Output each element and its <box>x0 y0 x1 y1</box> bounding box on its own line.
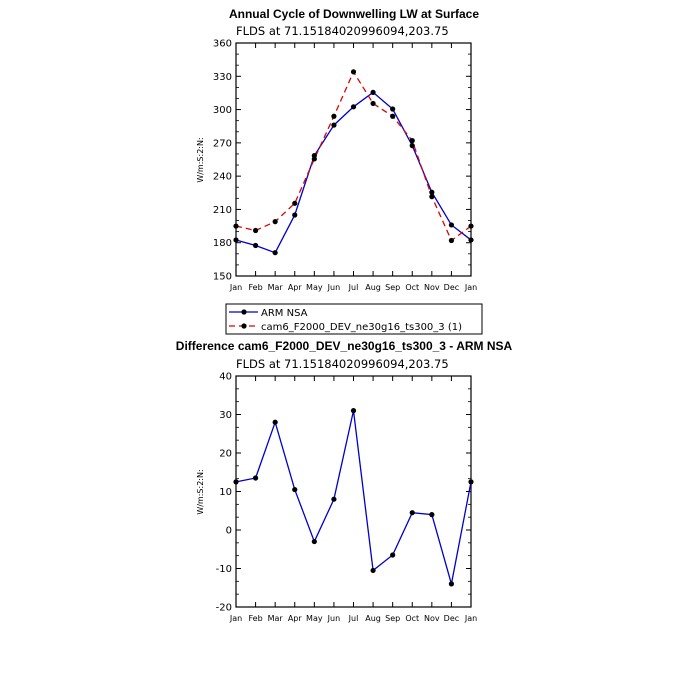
bottom-series-0-point <box>272 419 278 425</box>
legend: ARM NSA cam6_F2000_DEV_ne30g16_ts300_3 (… <box>225 303 483 335</box>
top-plot-frame <box>235 42 472 277</box>
bottom-series-0-point <box>468 479 474 485</box>
top-chart-subtitle: FLDS at 71.15184020996094,203.75 <box>236 24 449 38</box>
top-x-tick-label: Nov <box>424 283 440 292</box>
bottom-y-tick-label: 10 <box>219 487 232 498</box>
bottom-x-tick-label: Sep <box>385 614 400 623</box>
top-x-tick-label: Sep <box>385 283 400 292</box>
top-series-0-point <box>233 237 239 243</box>
top-series-0-point <box>448 222 455 228</box>
top-y-axis-label: W/m:S:2:N: <box>196 137 205 182</box>
top-series-0-point <box>272 250 278 256</box>
top-series-1-point <box>233 223 239 229</box>
top-y-tick-label: 210 <box>213 205 232 216</box>
top-series-0-point <box>370 89 376 95</box>
top-series-1-point <box>370 100 376 107</box>
top-x-tick-label: May <box>306 283 323 292</box>
top-x-tick-label: Apr <box>288 283 303 292</box>
top-series-1-point <box>468 223 474 229</box>
bottom-y-tick-label: 0 <box>226 526 232 537</box>
top-series-0-point <box>252 242 259 249</box>
top-x-tick-label: Mar <box>268 283 284 292</box>
bottom-x-tick-label: Dec <box>444 614 459 623</box>
top-x-tick-label: Dec <box>444 283 459 292</box>
bottom-x-tick-label: Apr <box>288 614 303 623</box>
bottom-series-0-point <box>311 538 317 545</box>
top-x-tick-label: Feb <box>248 283 262 292</box>
bottom-y-axis-label: W/m:S:2:N: <box>196 469 205 514</box>
bottom-x-tick-label: Jan <box>464 614 477 623</box>
bottom-series-0-point <box>233 479 239 485</box>
bottom-x-tick-label: May <box>306 614 323 623</box>
top-series-0-point <box>331 122 337 128</box>
bottom-chart-subtitle: FLDS at 71.15184020996094,203.75 <box>236 357 449 371</box>
bottom-y-tick-label: 20 <box>219 449 232 460</box>
bottom-x-tick-label: Jul <box>348 614 359 623</box>
bottom-series-line-0 <box>235 410 472 585</box>
top-series-0-point <box>409 143 415 149</box>
top-series-line-1 <box>235 70 472 242</box>
top-series-1-point <box>350 69 357 75</box>
bottom-series-0-point <box>350 408 357 414</box>
bottom-plot: -20 -10 0 10 20 30 40 Jan Feb Mar Apr May Jun Jul Aug S… <box>216 372 478 624</box>
bottom-series-0-point <box>370 567 376 574</box>
top-x-tick-label: Jul <box>348 283 359 292</box>
bottom-x-tick-label: Feb <box>248 614 262 623</box>
top-series-1-point <box>409 138 415 144</box>
legend-label-arm: ARM NSA <box>261 308 308 319</box>
bottom-series-0-point <box>409 510 415 516</box>
bottom-series-0-point <box>390 552 396 558</box>
bottom-x-tick-label: Aug <box>365 614 381 623</box>
top-y-tick-label: 240 <box>213 172 232 183</box>
bottom-x-tick-label: Jan <box>229 614 242 623</box>
top-series-0-point <box>390 106 396 112</box>
top-series-1-point <box>252 227 259 234</box>
top-series-1-point <box>272 219 278 225</box>
top-series-0-point <box>429 189 435 195</box>
top-series-1-point <box>448 237 455 244</box>
legend-label-cam6: cam6_F2000_DEV_ne30g16_ts300_3 (1) <box>261 322 462 333</box>
top-y-tick-label: 300 <box>213 105 232 116</box>
bottom-series-0-point <box>429 511 435 518</box>
bottom-series-0-point <box>331 496 337 502</box>
top-series-1-point <box>331 113 337 119</box>
bottom-x-tick-label: Mar <box>268 614 284 623</box>
top-series-1-point <box>311 156 317 162</box>
top-y-tick-label: 330 <box>213 72 232 83</box>
top-x-tick-label: Aug <box>365 283 381 292</box>
top-series-0-point <box>350 104 357 110</box>
top-x-tick-label: Jun <box>327 283 341 292</box>
top-y-tick-label: 180 <box>213 238 232 249</box>
legend-marker-cam6 <box>241 323 247 329</box>
legend-marker-arm <box>241 309 247 315</box>
bottom-x-tick-label: Oct <box>405 614 419 623</box>
top-x-tick-label: Oct <box>405 283 419 292</box>
top-series-1-point <box>429 194 435 200</box>
bottom-y-tick-label: -10 <box>216 564 232 575</box>
bottom-y-tick-label: 40 <box>219 372 232 383</box>
legend-box <box>225 303 483 335</box>
top-series-1-point <box>390 113 396 119</box>
bottom-y-tick-label: 30 <box>219 410 232 421</box>
bottom-chart-title: Difference cam6_F2000_DEV_ne30g16_ts300_… <box>176 339 513 353</box>
top-x-tick-label: Jan <box>464 283 477 292</box>
bottom-y-tick-label: -20 <box>216 603 232 614</box>
top-y-tick-label: 150 <box>213 272 232 283</box>
top-x-tick-label: Jan <box>229 283 242 292</box>
top-chart-title: Annual Cycle of Downwelling LW at Surfac… <box>229 7 479 21</box>
bottom-series-0-point <box>252 475 259 481</box>
bottom-series-0-point <box>448 581 455 587</box>
bottom-x-tick-label: Nov <box>424 614 440 623</box>
top-series-1-point <box>292 200 298 206</box>
top-series-0-point <box>468 237 474 243</box>
bottom-series-0-point <box>292 486 298 493</box>
top-y-tick-label: 360 <box>213 39 232 50</box>
top-y-tick-label: 270 <box>213 138 232 149</box>
bottom-x-tick-label: Jun <box>327 614 341 623</box>
top-series-line-0 <box>235 91 472 254</box>
top-series-0-point <box>292 212 298 218</box>
top-plot: 150 180 210 240 270 300 330 360 Jan Feb Mar Apr May J… <box>213 39 477 293</box>
